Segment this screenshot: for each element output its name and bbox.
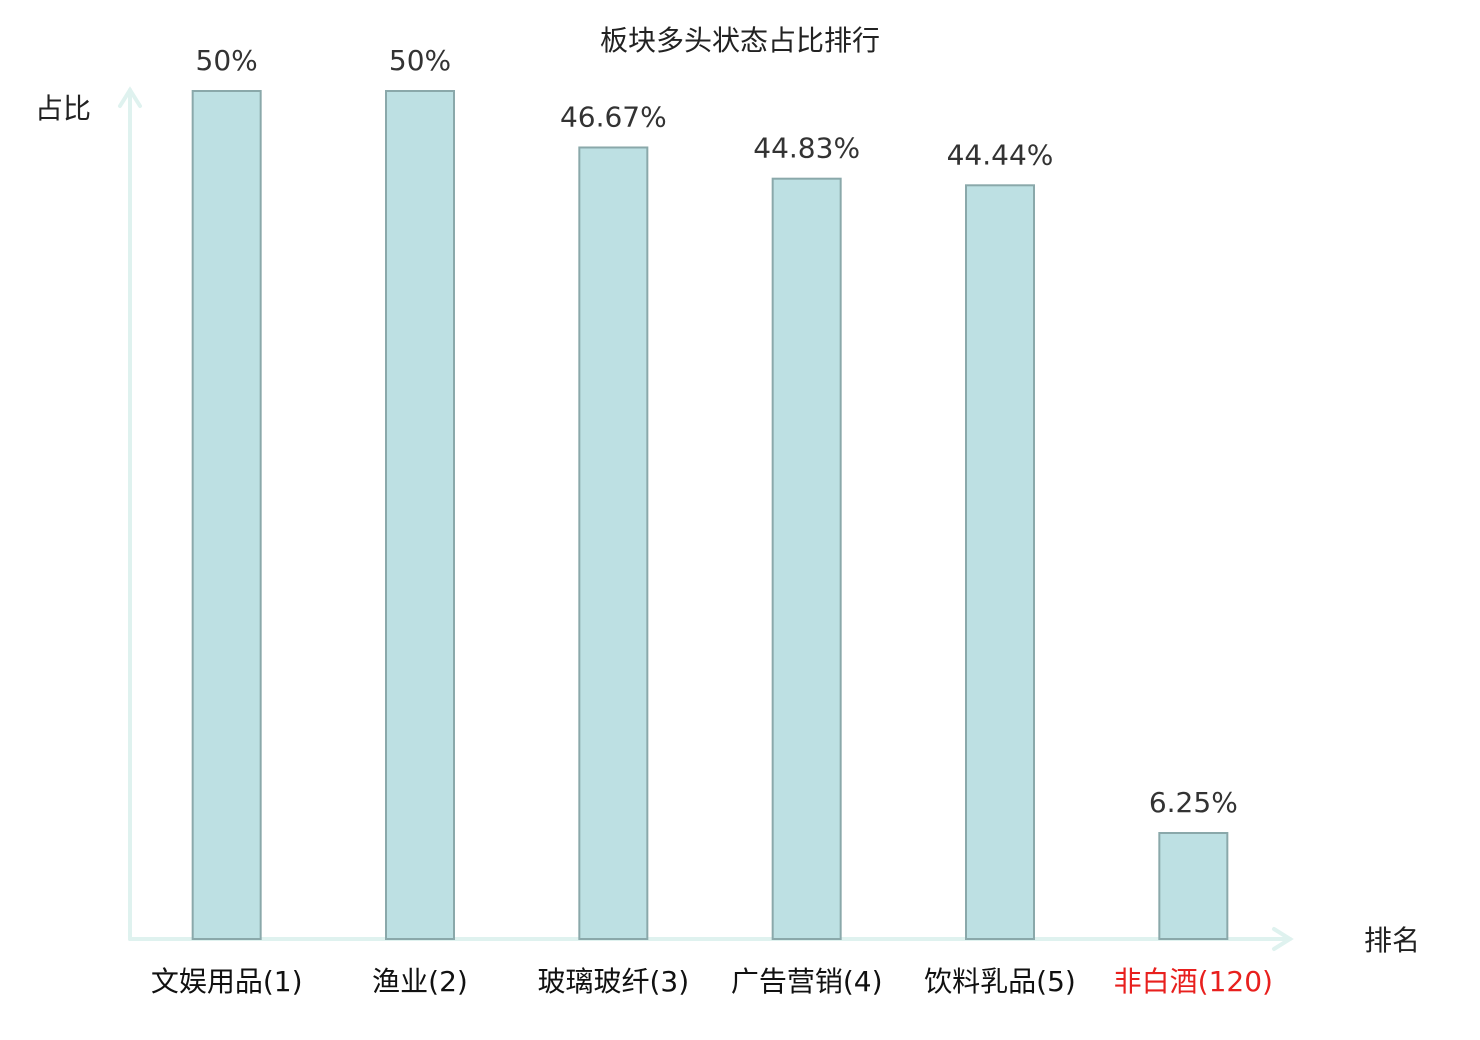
- value-label: 46.67%: [560, 100, 667, 133]
- x-tick-label: 文娱用品(1): [151, 965, 303, 998]
- x-tick-label: 广告营销(4): [731, 965, 883, 998]
- bar: [1158, 832, 1229, 940]
- value-label: 44.83%: [753, 132, 860, 165]
- x-axis-arrow: [1272, 927, 1294, 951]
- bar: [191, 90, 262, 940]
- bar: [771, 177, 842, 940]
- value-label: 50%: [196, 44, 258, 77]
- chart-title: 板块多头状态占比排行: [600, 24, 880, 57]
- value-label: 44.44%: [947, 138, 1054, 171]
- x-tick-label: 渔业(2): [372, 965, 468, 998]
- x-tick-label: 饮料乳品(5): [924, 965, 1076, 998]
- bar: [578, 146, 649, 940]
- bar: [965, 184, 1035, 940]
- x-tick-label: 玻璃玻纤(3): [537, 965, 689, 998]
- value-label: 50%: [389, 44, 451, 77]
- bar: [385, 90, 455, 940]
- x-axis-label: 排名: [1364, 924, 1420, 957]
- x-tick-label: 非白酒(120): [1114, 965, 1273, 998]
- y-axis-label: 占比: [35, 92, 91, 125]
- y-axis-arrow: [118, 86, 142, 108]
- value-label: 6.25%: [1149, 786, 1238, 819]
